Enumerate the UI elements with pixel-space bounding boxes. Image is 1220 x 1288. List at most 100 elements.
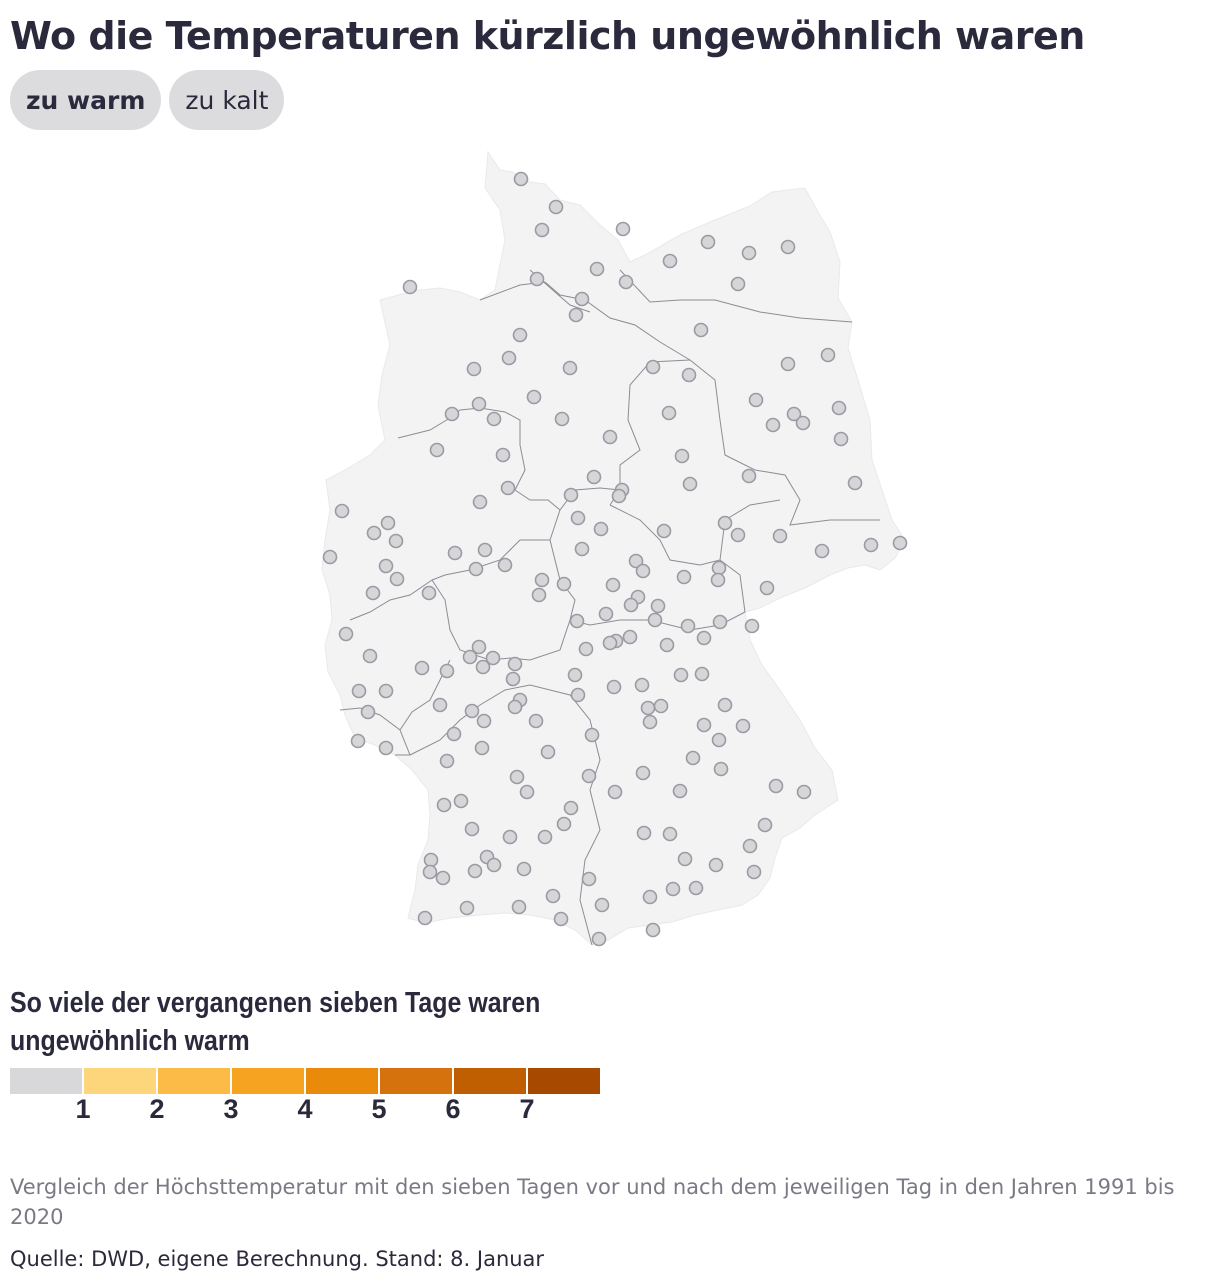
station-marker[interactable] <box>402 279 418 295</box>
station-marker[interactable] <box>607 784 623 800</box>
station-marker[interactable] <box>746 864 762 880</box>
station-marker[interactable] <box>570 510 586 526</box>
station-marker[interactable] <box>501 350 517 366</box>
station-marker[interactable] <box>772 528 788 544</box>
station-marker[interactable] <box>602 429 618 445</box>
station-marker[interactable] <box>642 714 658 730</box>
station-marker[interactable] <box>635 563 651 579</box>
station-marker[interactable] <box>673 667 689 683</box>
station-marker[interactable] <box>439 663 455 679</box>
station-marker[interactable] <box>650 598 666 614</box>
station-marker[interactable] <box>476 713 492 729</box>
station-marker[interactable] <box>681 367 697 383</box>
station-marker[interactable] <box>892 535 908 551</box>
station-marker[interactable] <box>435 870 451 886</box>
station-marker[interactable] <box>322 549 338 565</box>
station-marker[interactable] <box>717 697 733 713</box>
station-marker[interactable] <box>685 750 701 766</box>
station-marker[interactable] <box>712 614 728 630</box>
station-marker[interactable] <box>662 253 678 269</box>
station-marker[interactable] <box>780 356 796 372</box>
station-marker[interactable] <box>389 571 405 587</box>
station-marker[interactable] <box>563 487 579 503</box>
station-marker[interactable] <box>708 857 724 873</box>
station-marker[interactable] <box>485 650 501 666</box>
station-marker[interactable] <box>444 406 460 422</box>
station-marker[interactable] <box>605 577 621 593</box>
station-marker[interactable] <box>548 199 564 215</box>
station-marker[interactable] <box>593 521 609 537</box>
station-marker[interactable] <box>462 649 478 665</box>
station-marker[interactable] <box>422 864 438 880</box>
station-marker[interactable] <box>814 543 830 559</box>
station-marker[interactable] <box>730 527 746 543</box>
station-marker[interactable] <box>645 922 661 938</box>
station-marker[interactable] <box>665 881 681 897</box>
station-marker[interactable] <box>562 360 578 376</box>
station-marker[interactable] <box>611 488 627 504</box>
station-marker[interactable] <box>365 585 381 601</box>
station-marker[interactable] <box>656 523 672 539</box>
station-marker[interactable] <box>475 659 491 675</box>
station-marker[interactable] <box>545 888 561 904</box>
station-marker[interactable] <box>474 740 490 756</box>
station-marker[interactable] <box>467 863 483 879</box>
station-marker[interactable] <box>584 727 600 743</box>
station-marker[interactable] <box>710 572 726 588</box>
station-marker[interactable] <box>700 234 716 250</box>
station-marker[interactable] <box>468 561 484 577</box>
station-marker[interactable] <box>334 503 350 519</box>
station-marker[interactable] <box>512 327 528 343</box>
station-marker[interactable] <box>574 541 590 557</box>
station-marker[interactable] <box>615 221 631 237</box>
station-marker[interactable] <box>380 515 396 531</box>
station-marker[interactable] <box>672 783 688 799</box>
station-marker[interactable] <box>526 389 542 405</box>
station-marker[interactable] <box>780 239 796 255</box>
station-marker[interactable] <box>786 406 802 422</box>
station-marker[interactable] <box>741 245 757 261</box>
station-marker[interactable] <box>351 683 367 699</box>
station-marker[interactable] <box>694 666 710 682</box>
station-marker[interactable] <box>495 447 511 463</box>
station-marker[interactable] <box>628 553 644 569</box>
station-marker[interactable] <box>516 861 532 877</box>
station-marker[interactable] <box>471 639 487 655</box>
station-marker[interactable] <box>578 641 594 657</box>
station-marker[interactable] <box>519 784 535 800</box>
station-marker[interactable] <box>662 826 678 842</box>
station-marker[interactable] <box>464 703 480 719</box>
station-marker[interactable] <box>591 931 607 947</box>
station-marker[interactable] <box>563 800 579 816</box>
station-marker[interactable] <box>594 897 610 913</box>
station-marker[interactable] <box>635 765 651 781</box>
station-marker[interactable] <box>556 576 572 592</box>
station-marker[interactable] <box>589 261 605 277</box>
station-marker[interactable] <box>653 698 669 714</box>
station-marker[interactable] <box>486 857 502 873</box>
station-marker[interactable] <box>362 648 378 664</box>
station-marker[interactable] <box>378 683 394 699</box>
station-marker[interactable] <box>680 618 696 634</box>
station-marker[interactable] <box>414 660 430 676</box>
station-marker[interactable] <box>446 726 462 742</box>
station-marker[interactable] <box>360 704 376 720</box>
station-marker[interactable] <box>642 889 658 905</box>
station-marker[interactable] <box>602 635 618 651</box>
station-marker[interactable] <box>502 829 518 845</box>
station-marker[interactable] <box>748 392 764 408</box>
station-marker[interactable] <box>513 171 529 187</box>
station-marker[interactable] <box>713 761 729 777</box>
station-marker[interactable] <box>696 717 712 733</box>
station-marker[interactable] <box>439 753 455 769</box>
station-marker[interactable] <box>472 494 488 510</box>
station-marker[interactable] <box>744 618 760 634</box>
station-marker[interactable] <box>863 537 879 553</box>
station-marker[interactable] <box>757 817 773 833</box>
station-marker[interactable] <box>742 838 758 854</box>
station-marker[interactable] <box>464 821 480 837</box>
station-marker[interactable] <box>529 271 545 287</box>
station-marker[interactable] <box>429 442 445 458</box>
station-marker[interactable] <box>554 411 570 427</box>
station-marker[interactable] <box>568 307 584 323</box>
